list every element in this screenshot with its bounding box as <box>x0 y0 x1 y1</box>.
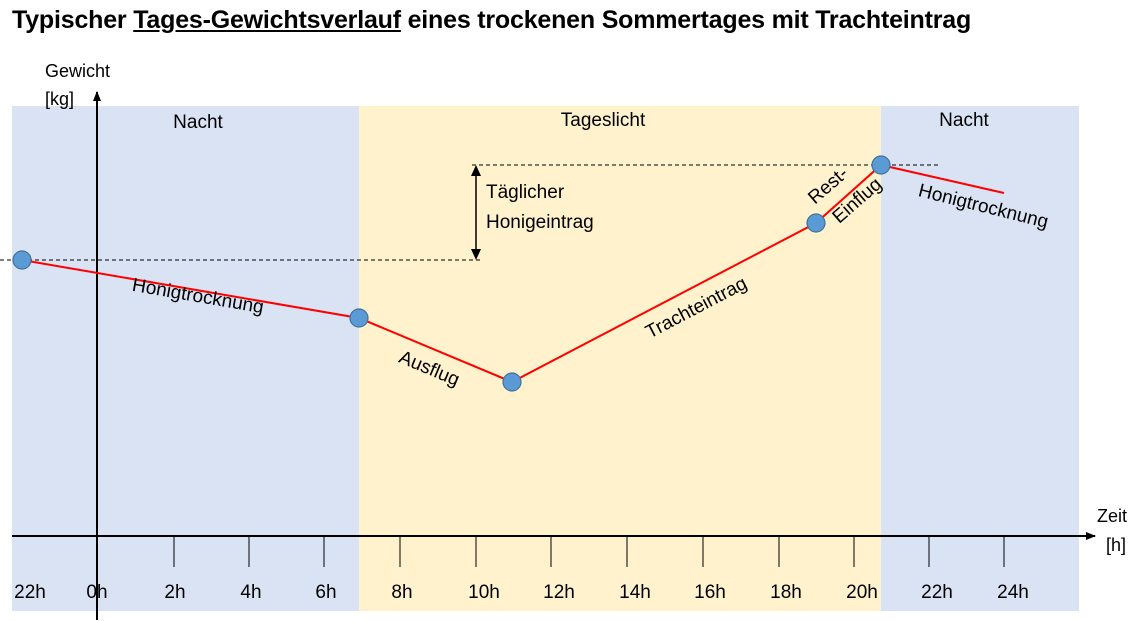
x-axis-label-line2: [h] <box>1106 535 1126 555</box>
y-axis-label-line2: [kg] <box>45 89 74 109</box>
tick-label: 22h <box>14 582 46 603</box>
weight-curve <box>21 163 1005 384</box>
region-night-left <box>12 106 359 611</box>
region-label-night-left: Nacht <box>173 112 223 133</box>
curve-point-morning <box>349 308 369 328</box>
tick-label: 20h <box>846 582 878 603</box>
page-title: Typischer Tages-Gewichtsverlauf eines tr… <box>12 6 971 35</box>
region-label-night-right: Nacht <box>939 110 989 131</box>
annotation-line1: Täglicher <box>486 182 565 203</box>
region-daylight <box>359 106 881 611</box>
title-suffix: eines trockenen Sommertages mit Trachtei… <box>400 6 972 34</box>
region-label-daylight: Tageslicht <box>561 110 646 131</box>
x-axis-label-line1: Zeit <box>1097 506 1127 526</box>
tick-label: 24h <box>997 582 1029 603</box>
curve-point-peak <box>871 155 891 175</box>
tick-label: 10h <box>468 582 500 603</box>
honey-intake-arrowhead-bottom <box>471 249 481 260</box>
tick-label: 18h <box>770 582 802 603</box>
tick-label: 8h <box>391 582 412 603</box>
tick-label: 6h <box>315 582 336 603</box>
annotation-line2: Honigeintrag <box>486 212 594 233</box>
curve-point-start <box>12 250 32 270</box>
tick-label: 22h <box>921 582 953 603</box>
x-ticks <box>173 536 1005 567</box>
tick-label: 12h <box>543 582 575 603</box>
tick-label: 2h <box>164 582 185 603</box>
tick-label: 4h <box>240 582 261 603</box>
tick-label: 14h <box>619 582 651 603</box>
region-night-right <box>881 106 1079 611</box>
tick-label: 0h <box>86 582 107 603</box>
title-underlined: Tages-Gewichtsverlauf <box>133 6 401 34</box>
honey-intake-arrowhead-top <box>471 165 481 176</box>
curve-point-minimum <box>502 372 522 392</box>
y-axis-label-line1: Gewicht <box>45 61 110 81</box>
curve-point-evening <box>806 213 826 233</box>
title-prefix: Typischer <box>12 6 134 34</box>
tick-label: 16h <box>694 582 726 603</box>
